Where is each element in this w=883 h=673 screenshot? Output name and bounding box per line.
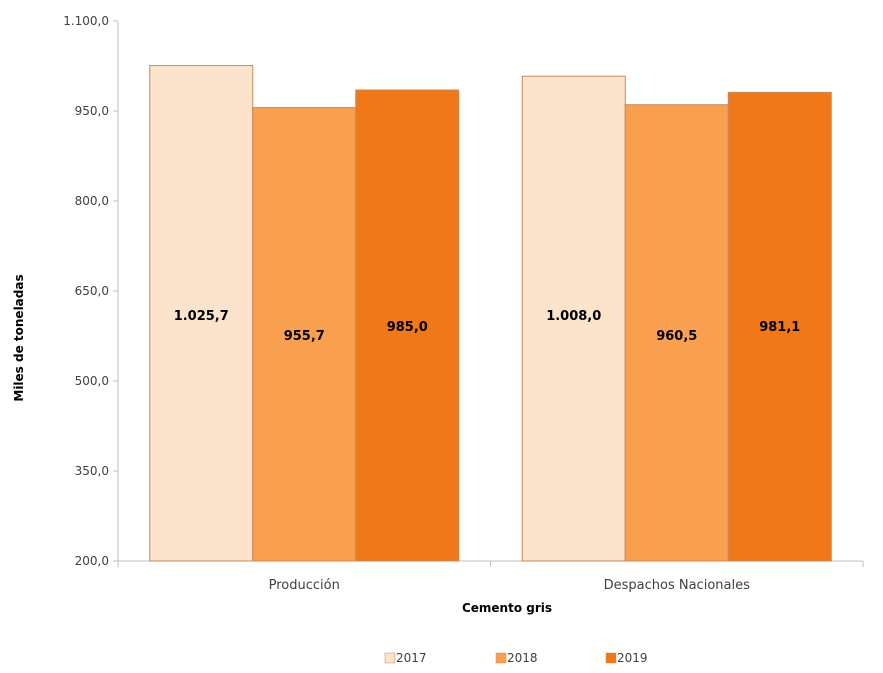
legend-label: 2018 bbox=[507, 651, 538, 665]
y-tick-label: 500,0 bbox=[75, 374, 109, 388]
legend-label: 2017 bbox=[396, 651, 427, 665]
bar-2018 bbox=[624, 104, 729, 562]
data-label: 960,5 bbox=[656, 329, 697, 344]
y-tick-label: 350,0 bbox=[75, 464, 109, 478]
bars bbox=[149, 65, 832, 562]
bar-2019 bbox=[355, 89, 460, 562]
legend-swatch-2017 bbox=[384, 652, 396, 664]
y-axis: 200,0 350,0 500,0 650,0 800,0 950,0 1.100,0 bbox=[63, 14, 119, 568]
y-tick-label: 1.100,0 bbox=[63, 14, 109, 28]
legend: 2017 2018 2019 bbox=[384, 651, 648, 665]
bar-2019 bbox=[727, 91, 832, 562]
data-labels: 1.025,7 955,7 985,0 1.008,0 960,5 981,1 bbox=[174, 309, 801, 344]
data-label: 985,0 bbox=[387, 320, 428, 335]
bar-2018 bbox=[252, 107, 357, 562]
x-category-label: Producción bbox=[269, 578, 340, 593]
data-label: 1.008,0 bbox=[546, 309, 601, 324]
legend-swatch-2018 bbox=[495, 652, 507, 664]
y-tick-label: 950,0 bbox=[75, 104, 109, 118]
data-label: 981,1 bbox=[759, 320, 800, 335]
data-label: 955,7 bbox=[284, 329, 325, 344]
x-axis-title: Cemento gris bbox=[462, 601, 552, 615]
data-label: 1.025,7 bbox=[174, 309, 229, 324]
y-tick-label: 650,0 bbox=[75, 284, 109, 298]
x-axis: Producción Despachos Nacionales bbox=[117, 560, 864, 593]
bar-2017 bbox=[521, 75, 626, 562]
bar-2017 bbox=[149, 65, 254, 562]
y-tick-label: 800,0 bbox=[75, 194, 109, 208]
y-axis-title: Miles de toneladas bbox=[12, 274, 26, 401]
legend-swatch-2019 bbox=[605, 652, 617, 664]
y-tick-label: 200,0 bbox=[75, 554, 109, 568]
x-category-label: Despachos Nacionales bbox=[604, 578, 750, 593]
legend-label: 2019 bbox=[617, 651, 648, 665]
